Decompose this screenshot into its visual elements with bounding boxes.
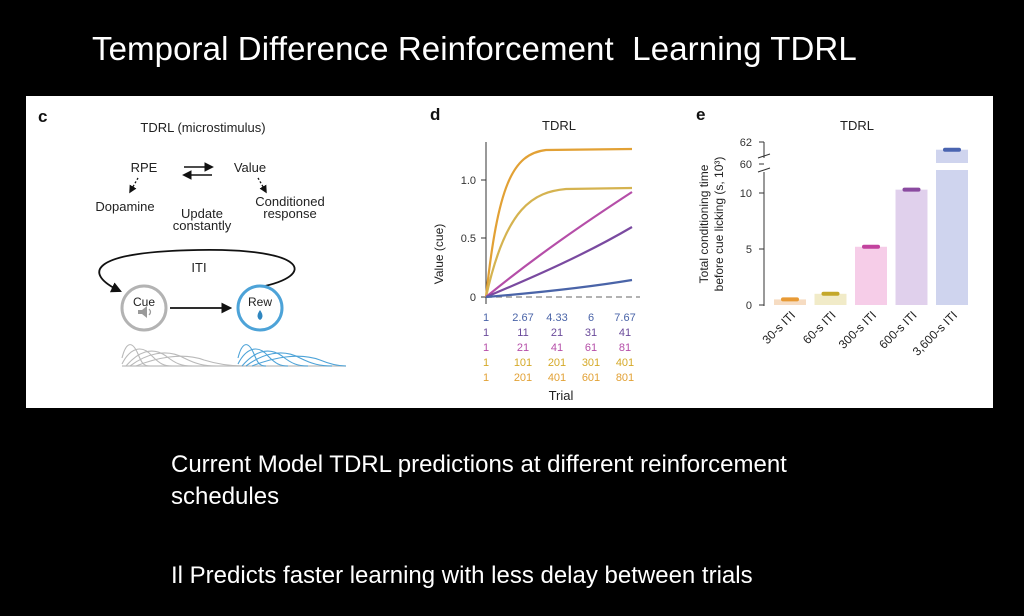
update-label-1: Update [181, 206, 223, 221]
update-label-2: constantly [173, 218, 232, 233]
trial-r1-c2: 21 [551, 327, 563, 339]
trial-r4-c3: 601 [582, 372, 600, 384]
bar-0 [774, 299, 806, 305]
panel-c-title: TDRL (microstimulus) [140, 120, 265, 135]
axis-break-mark [757, 153, 771, 173]
curve-801 [484, 147, 633, 298]
trial-r2-c1: 21 [517, 342, 529, 354]
rew-label: Rew [248, 295, 272, 309]
panel-e-ytick-5: 5 [746, 244, 752, 256]
xtick-label-0: 30-s ITI [759, 308, 798, 347]
cue-label: Cue [133, 295, 155, 309]
microstimulus-traces [121, 344, 347, 367]
panel-d: d TDRL Value (cue) 1.0 0.5 0 1 2.67 4.33… [430, 105, 640, 403]
trial-r3-c3: 301 [582, 357, 600, 369]
panel-d-xlabel: Trial [549, 388, 574, 403]
value-response-arrow [257, 177, 267, 194]
trial-r0-c1: 2.67 [512, 312, 533, 324]
panel-e-ytick-10: 10 [740, 188, 752, 200]
trial-table: 1 2.67 4.33 6 7.67 1 11 21 31 41 1 21 41… [483, 312, 636, 384]
curve-81 [485, 191, 633, 298]
panel-d-ytick-0.5: 0.5 [461, 233, 476, 245]
bar-3 [895, 189, 928, 305]
panel-c-letter: c [38, 107, 47, 126]
bar-4 [936, 149, 968, 305]
curve-41 [485, 226, 633, 299]
trial-r2-c0: 1 [483, 342, 489, 354]
trial-r4-c4: 801 [616, 372, 634, 384]
panel-e-bars [774, 147, 969, 305]
panel-c: c TDRL (microstimulus) RPE Value Dopamin… [38, 107, 347, 367]
slide-title: Temporal Difference Reinforcement Learni… [92, 30, 857, 67]
trial-r1-c0: 1 [483, 327, 489, 339]
rew-node [236, 284, 284, 332]
panel-e-ytick-0: 0 [746, 300, 752, 312]
cue-node [120, 284, 168, 332]
xtick-label-2: 300-s ITI [836, 308, 879, 351]
trial-r3-c0: 1 [483, 357, 489, 369]
trial-r3-c4: 401 [616, 357, 634, 369]
value-curves [484, 147, 633, 299]
bar-2 [855, 246, 887, 305]
rpe-dopamine-arrow [129, 177, 139, 194]
rpe-label: RPE [131, 160, 158, 175]
trial-r2-c4: 81 [619, 342, 631, 354]
trial-r3-c2: 201 [548, 357, 566, 369]
panel-e: e TDRL Total conditioning time before cu… [696, 105, 969, 359]
bar-1 [814, 293, 847, 305]
trial-r0-c4: 7.67 [614, 312, 635, 324]
caption-line-1: Current Model TDRL predictions at differ… [171, 451, 787, 510]
panel-d-ytick-0: 0 [470, 292, 476, 304]
panel-d-ylabel: Value (cue) [432, 224, 446, 284]
bar-mean-mark-1 [821, 291, 840, 296]
panel-d-letter: d [430, 105, 440, 124]
panel-d-title: TDRL [542, 118, 576, 133]
trial-r3-c1: 101 [514, 357, 532, 369]
figure-svg: c TDRL (microstimulus) RPE Value Dopamin… [38, 105, 969, 403]
dopamine-label: Dopamine [95, 199, 154, 214]
panel-e-ytick-62: 62 [740, 137, 752, 149]
bar-mean-mark-2 [862, 244, 880, 249]
trial-r1-c4: 41 [619, 327, 631, 339]
figure-panel: c TDRL (microstimulus) RPE Value Dopamin… [26, 96, 993, 408]
curve-7.67 [485, 278, 633, 299]
panel-e-title: TDRL [840, 118, 874, 133]
trial-r0-c3: 6 [588, 312, 594, 324]
bar-mean-mark-4 [943, 147, 961, 152]
curve-401 [484, 186, 633, 298]
trial-r1-c1: 11 [517, 327, 528, 339]
caption-line-2: Il Predicts faster learning with less de… [171, 562, 753, 589]
bar-mean-mark-0 [781, 297, 799, 302]
value-label: Value [234, 160, 266, 175]
panel-e-ylabel-1: Total conditioning time [697, 164, 711, 283]
panel-d-yticks: 1.0 0.5 0 [461, 175, 486, 304]
conditioned-label-1: Conditioned [255, 194, 324, 209]
trial-r1-c3: 31 [585, 327, 597, 339]
trial-r2-c3: 61 [585, 342, 597, 354]
panel-e-ylabel-2: before cue licking (s, 10³) [712, 157, 726, 292]
speaker-icon [138, 306, 152, 318]
iti-label: ITI [191, 260, 206, 275]
bar-break-4 [935, 163, 969, 170]
trial-r0-c2: 4.33 [546, 312, 567, 324]
water-drop-icon [257, 310, 263, 320]
trial-r4-c2: 401 [548, 372, 566, 384]
trial-r0-c0: 1 [483, 312, 489, 324]
trial-r4-c0: 1 [483, 372, 489, 384]
bar-mean-mark-3 [902, 187, 921, 192]
panel-e-ytick-60: 60 [740, 159, 752, 171]
trial-r2-c2: 41 [551, 342, 563, 354]
trial-r4-c1: 201 [514, 372, 532, 384]
conditioned-label-2: response [263, 206, 316, 221]
iti-loop-arrow [98, 249, 296, 293]
panel-e-letter: e [696, 105, 705, 124]
xtick-label-1: 60-s ITI [800, 308, 839, 347]
panel-e-yticks: 62 60 10 5 0 [740, 137, 764, 312]
panel-d-ytick-1: 1.0 [461, 175, 476, 187]
